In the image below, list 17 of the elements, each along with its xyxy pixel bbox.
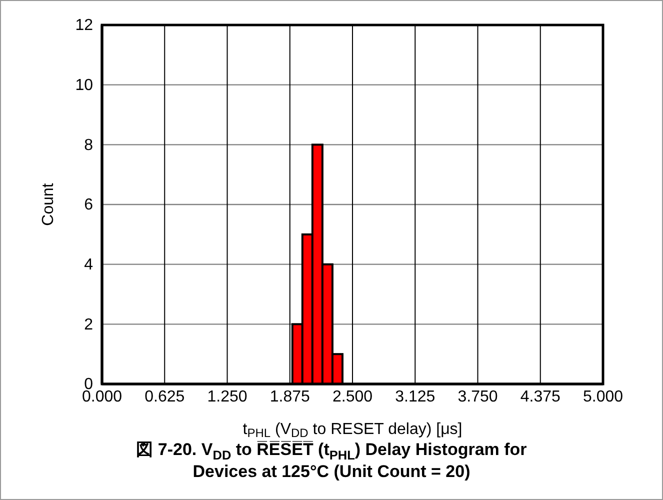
y-tick-label: 10 <box>75 76 94 94</box>
y-tick-label: 2 <box>84 316 94 334</box>
y-axis-title: Count <box>40 182 57 226</box>
y-tick-label: 4 <box>84 256 94 274</box>
x-tick-label: 4.375 <box>520 388 560 406</box>
x-tick-label: 3.750 <box>458 388 498 406</box>
x-tick-label: 5.000 <box>582 388 624 406</box>
x-tick-label: 1.250 <box>207 388 248 406</box>
y-tick-label: 12 <box>75 17 94 34</box>
x-tick-label: 0.625 <box>144 388 185 406</box>
text: 図 7-20. V$_{DD}$ to R̅E̅S̅E̅T̅ (t$_{PHL}$) Delay Histogram for Devices at 125°C (Unit Count = 20) <box>135 439 528 483</box>
y-tick-label: 6 <box>84 196 94 214</box>
x-tick-label: 3.125 <box>395 388 436 406</box>
x-axis-title: t$_{PHL}$ (V$_{DD}$ to RESET delay) [μs] <box>242 421 462 440</box>
x-tick-label: 2.500 <box>332 388 373 406</box>
x-tick-label: 1.875 <box>270 388 310 406</box>
y-tick-label: 8 <box>84 136 94 154</box>
